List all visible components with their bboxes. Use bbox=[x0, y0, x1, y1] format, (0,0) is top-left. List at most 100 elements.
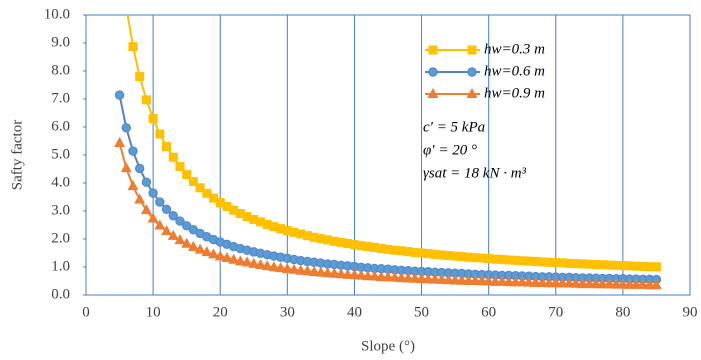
marker bbox=[181, 237, 193, 248]
y-tick-label: 7.0 bbox=[51, 90, 70, 106]
marker bbox=[557, 277, 568, 288]
marker bbox=[597, 278, 609, 289]
marker bbox=[141, 177, 152, 187]
marker bbox=[463, 274, 474, 285]
marker bbox=[288, 263, 300, 274]
marker bbox=[214, 250, 226, 261]
x-tick-label: 0 bbox=[82, 304, 90, 320]
y-tick-label: 8.0 bbox=[51, 62, 70, 78]
x-tick-label: 30 bbox=[280, 304, 295, 320]
marker bbox=[248, 257, 260, 268]
y-axis-label: Safty factor bbox=[9, 120, 25, 190]
marker bbox=[114, 136, 125, 147]
marker bbox=[467, 45, 477, 55]
marker bbox=[590, 278, 602, 289]
marker bbox=[161, 204, 172, 215]
marker bbox=[389, 271, 401, 282]
marker bbox=[135, 72, 145, 82]
y-tick-label: 3.0 bbox=[51, 202, 70, 218]
y-tick-label: 6.0 bbox=[51, 118, 70, 134]
legend-label: hw=0.6 m bbox=[484, 63, 545, 79]
annotation: γsat = 18 kN · m³ bbox=[423, 165, 527, 181]
marker bbox=[234, 255, 246, 266]
marker bbox=[261, 260, 273, 271]
marker bbox=[503, 276, 515, 287]
marker bbox=[168, 152, 178, 162]
marker bbox=[496, 275, 508, 286]
marker bbox=[476, 275, 488, 286]
marker bbox=[395, 272, 407, 283]
marker bbox=[428, 67, 438, 77]
annotation: c′ = 5 kPa bbox=[423, 119, 485, 135]
marker bbox=[268, 261, 280, 272]
marker bbox=[456, 274, 468, 285]
marker bbox=[442, 274, 454, 285]
marker bbox=[148, 188, 158, 198]
marker bbox=[155, 197, 165, 207]
marker bbox=[469, 274, 481, 285]
marker bbox=[275, 262, 287, 273]
x-axis-label: Slope (°) bbox=[361, 338, 415, 354]
marker bbox=[489, 275, 501, 286]
x-tick-label: 80 bbox=[615, 304, 630, 320]
marker bbox=[630, 278, 642, 289]
marker bbox=[182, 170, 192, 180]
marker bbox=[409, 272, 421, 283]
marker bbox=[167, 229, 179, 240]
marker bbox=[147, 212, 159, 223]
x-tick-label: 10 bbox=[146, 304, 161, 320]
marker bbox=[315, 266, 327, 277]
marker bbox=[141, 95, 151, 105]
marker bbox=[550, 277, 562, 288]
marker bbox=[429, 273, 441, 284]
y-tick-label: 9.0 bbox=[51, 34, 70, 50]
x-tick-label: 90 bbox=[683, 304, 698, 320]
marker bbox=[134, 163, 145, 174]
marker bbox=[241, 256, 253, 267]
marker bbox=[362, 270, 374, 281]
marker bbox=[530, 276, 542, 287]
marker bbox=[651, 279, 662, 290]
marker bbox=[308, 265, 320, 277]
marker bbox=[194, 243, 206, 254]
x-tick-label: 20 bbox=[213, 304, 228, 320]
y-tick-label: 4.0 bbox=[51, 174, 70, 190]
marker bbox=[302, 265, 313, 276]
marker bbox=[428, 45, 438, 55]
marker bbox=[604, 278, 615, 289]
marker bbox=[221, 251, 233, 263]
y-tick-label: 1.0 bbox=[51, 258, 70, 274]
marker bbox=[637, 278, 649, 289]
marker bbox=[202, 188, 212, 198]
marker bbox=[154, 219, 166, 230]
x-tick-label: 70 bbox=[548, 304, 563, 320]
marker bbox=[369, 270, 381, 281]
marker bbox=[516, 276, 528, 287]
marker bbox=[577, 278, 589, 289]
marker bbox=[610, 278, 622, 289]
y-tick-label: 10.0 bbox=[44, 6, 70, 22]
marker bbox=[168, 211, 178, 221]
x-tick-label: 60 bbox=[481, 304, 496, 320]
marker bbox=[536, 276, 548, 287]
marker bbox=[644, 279, 656, 290]
marker bbox=[175, 216, 185, 226]
marker bbox=[523, 276, 535, 287]
marker bbox=[255, 258, 266, 270]
marker bbox=[174, 234, 186, 245]
marker bbox=[148, 114, 158, 124]
marker bbox=[624, 278, 636, 289]
y-tick-label: 5.0 bbox=[51, 146, 70, 162]
marker bbox=[134, 193, 146, 204]
y-tick-label: 2.0 bbox=[51, 230, 70, 246]
marker bbox=[187, 240, 199, 251]
x-tick-label: 50 bbox=[414, 304, 429, 320]
marker bbox=[355, 269, 367, 280]
marker bbox=[335, 268, 347, 279]
marker bbox=[449, 274, 461, 285]
marker bbox=[175, 161, 185, 171]
marker bbox=[563, 277, 575, 288]
marker bbox=[416, 272, 427, 284]
marker bbox=[201, 246, 213, 257]
